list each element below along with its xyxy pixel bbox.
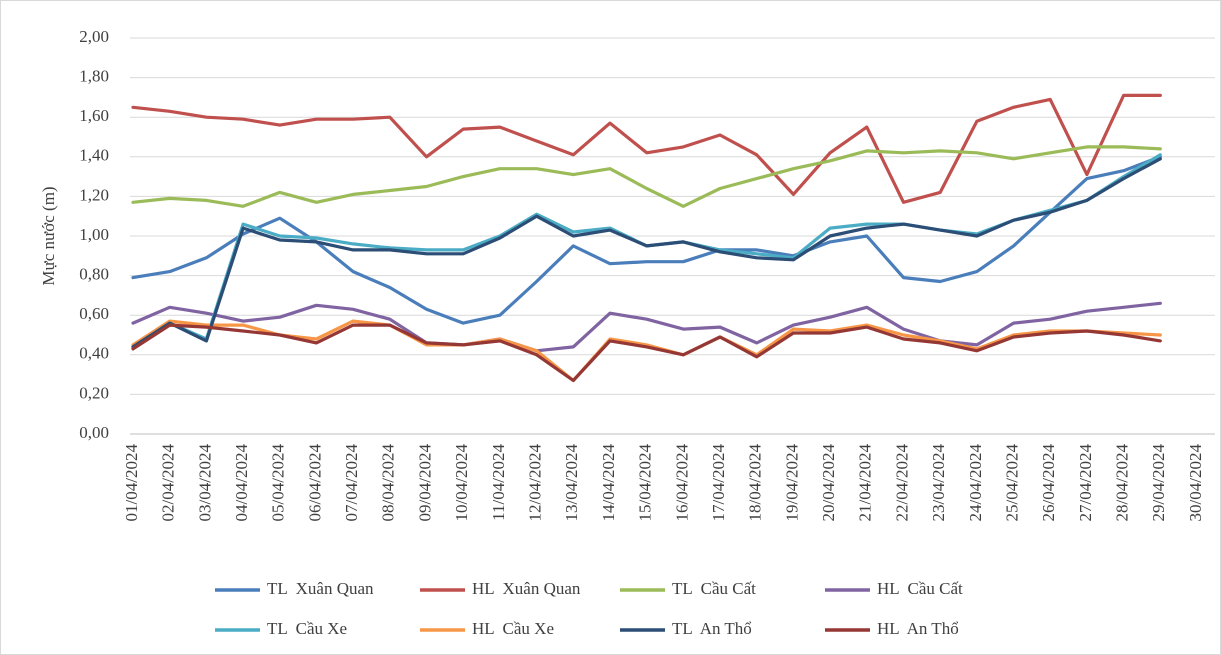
x-tick-label: 12/04/2024 [525, 444, 544, 522]
y-tick-label: 1,60 [79, 106, 109, 125]
x-tick-label: 16/04/2024 [672, 444, 691, 522]
x-tick-label: 10/04/2024 [452, 444, 471, 522]
x-tick-label: 07/04/2024 [342, 444, 361, 522]
y-tick-label: 0,20 [79, 383, 109, 402]
y-tick-label: 1,40 [79, 146, 109, 165]
x-tick-label: 22/04/2024 [892, 444, 911, 522]
y-tick-label: 0,80 [79, 265, 109, 284]
legend-label: TL Cầu Xe [267, 619, 347, 638]
y-tick-label: 0,00 [79, 423, 109, 442]
y-tick-label: 1,00 [79, 225, 109, 244]
x-tick-label: 14/04/2024 [599, 444, 618, 522]
x-tick-label: 18/04/2024 [746, 444, 765, 522]
series-line [131, 145, 1162, 208]
x-tick-label: 21/04/2024 [856, 444, 875, 522]
x-tick-label: 25/04/2024 [1002, 444, 1021, 522]
x-tick-label: 01/04/2024 [122, 444, 141, 522]
x-tick-label: 15/04/2024 [636, 444, 655, 522]
legend-label: TL Cầu Cất [672, 579, 756, 598]
series-line [131, 301, 1162, 353]
y-tick-label: 2,00 [79, 27, 109, 46]
x-tick-label: 29/04/2024 [1149, 444, 1168, 522]
x-tick-label: 26/04/2024 [1039, 444, 1058, 522]
series-line [131, 319, 1162, 383]
y-tick-label: 1,80 [79, 67, 109, 86]
x-tick-label: 03/04/2024 [195, 444, 214, 522]
x-tick-label: 23/04/2024 [929, 444, 948, 522]
legend-label: HL Cầu Cất [877, 579, 963, 598]
legend-label: TL An Thổ [672, 619, 752, 638]
x-tick-label: 13/04/2024 [562, 444, 581, 522]
legend-label: HL An Thổ [877, 619, 959, 638]
x-tick-label: 04/04/2024 [232, 444, 251, 522]
x-tick-label: 19/04/2024 [782, 444, 801, 522]
series-line [131, 93, 1162, 204]
x-tick-label: 05/04/2024 [269, 444, 288, 522]
x-tick-label: 20/04/2024 [819, 444, 838, 522]
y-tick-label: 0,60 [79, 304, 109, 323]
x-tick-label: 28/04/2024 [1113, 444, 1132, 522]
series-line [131, 157, 1162, 349]
x-tick-label: 30/04/2024 [1186, 444, 1205, 522]
series-line [131, 323, 1162, 383]
x-tick-label: 27/04/2024 [1076, 444, 1095, 522]
x-tick-label: 24/04/2024 [966, 444, 985, 522]
x-tick-label: 17/04/2024 [709, 444, 728, 522]
y-tick-label: 1,20 [79, 185, 109, 204]
legend-label: HL Xuân Quan [472, 579, 581, 598]
x-tick-label: 11/04/2024 [489, 444, 508, 521]
x-tick-label: 02/04/2024 [159, 444, 178, 522]
x-tick-label: 08/04/2024 [379, 444, 398, 522]
series-line [131, 155, 1162, 325]
y-axis-label: Mực nước (m) [39, 186, 58, 285]
x-tick-label: 06/04/2024 [305, 444, 324, 522]
legend-label: HL Cầu Xe [472, 619, 554, 638]
y-tick-label: 0,40 [79, 344, 109, 363]
x-tick-label: 09/04/2024 [415, 444, 434, 522]
legend-label: TL Xuân Quan [267, 579, 374, 598]
